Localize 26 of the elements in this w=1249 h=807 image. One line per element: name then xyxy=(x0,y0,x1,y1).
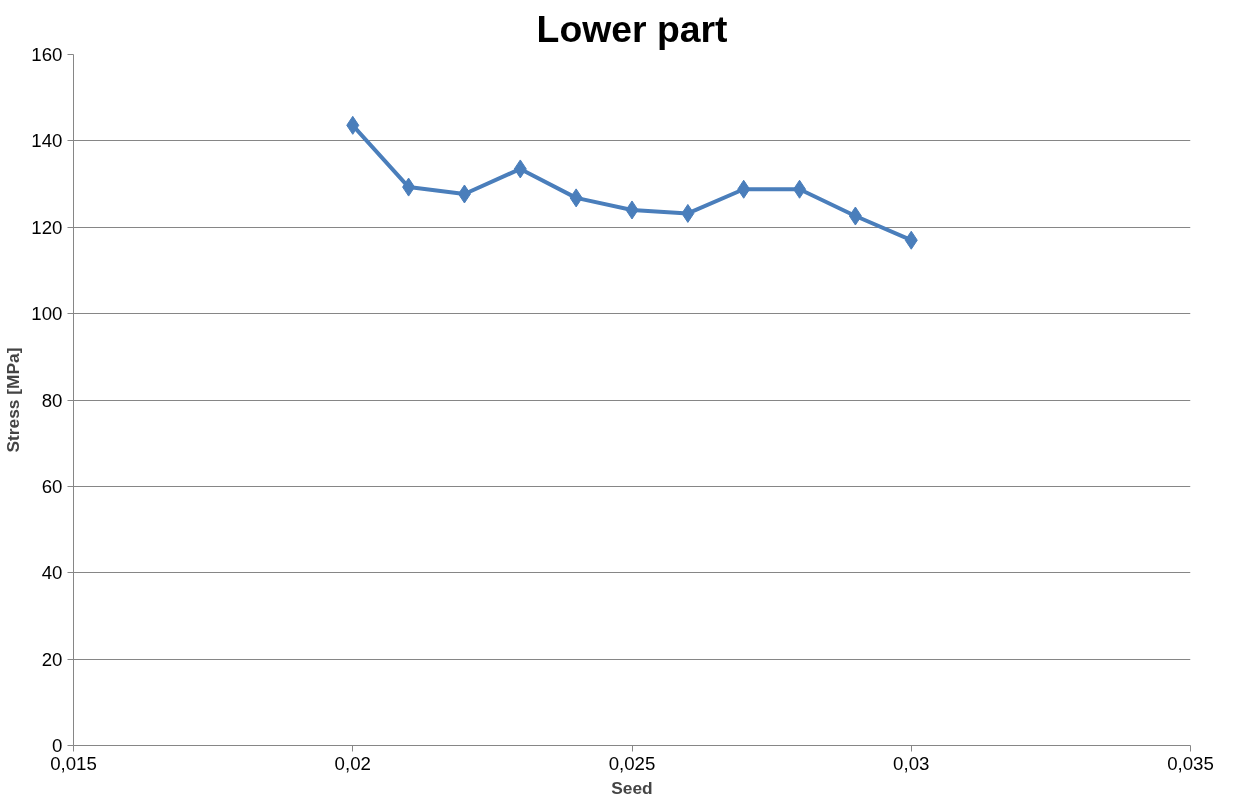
y-tick-label: 80 xyxy=(41,389,63,411)
point xyxy=(625,200,639,220)
point xyxy=(513,159,527,179)
point xyxy=(569,188,583,208)
y-axis-title: Stress [MPa] xyxy=(3,347,24,453)
y-tick-label: 60 xyxy=(41,475,63,497)
x-tick-label: 0,035 xyxy=(1167,752,1214,774)
y-tick-label: 120 xyxy=(31,216,63,238)
y-tick-label: 160 xyxy=(31,44,63,65)
point xyxy=(848,206,862,226)
point xyxy=(681,203,695,223)
y-tick-label: 20 xyxy=(41,648,63,670)
point xyxy=(793,179,807,199)
y-tick-label: 40 xyxy=(41,562,63,584)
y-tick-label: 100 xyxy=(31,303,63,325)
point xyxy=(904,230,918,250)
point xyxy=(402,177,416,197)
x-tick-label: 0,03 xyxy=(893,752,930,774)
chart-title: Lower part xyxy=(536,7,728,50)
point xyxy=(346,115,360,135)
y-tick-label: 140 xyxy=(31,130,63,152)
x-axis-title: Seed xyxy=(611,777,653,798)
point xyxy=(737,179,751,199)
x-tick-label: 0,02 xyxy=(334,752,371,774)
x-tick-label: 0,025 xyxy=(608,752,656,774)
point xyxy=(457,184,471,204)
